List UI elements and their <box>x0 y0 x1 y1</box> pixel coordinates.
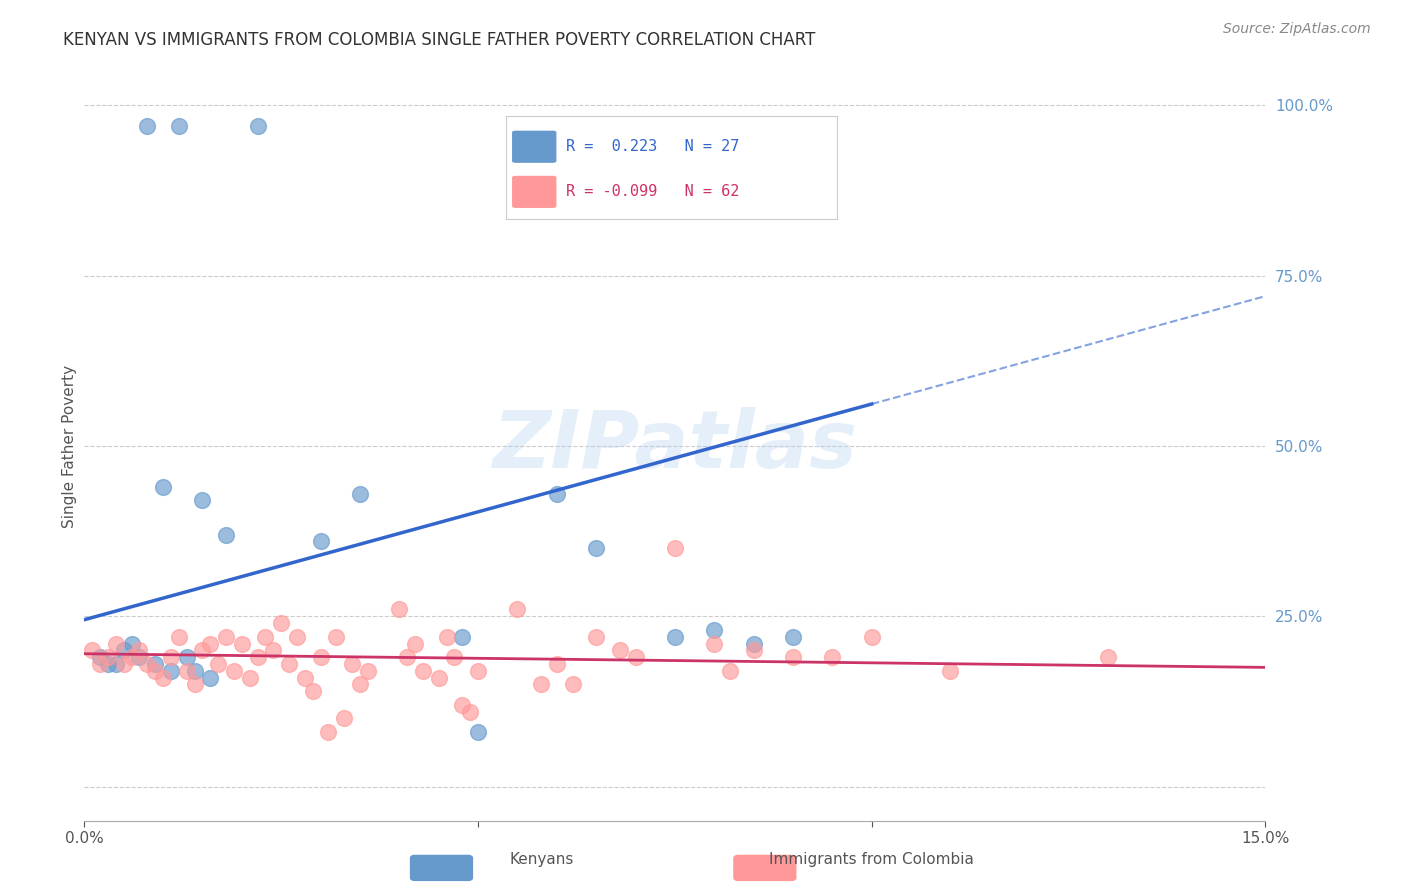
Point <box>939 664 962 678</box>
Point <box>609 643 631 657</box>
Point <box>160 650 183 665</box>
Y-axis label: Single Father Poverty: Single Father Poverty <box>62 365 77 527</box>
Point <box>782 650 804 665</box>
Text: R = -0.099   N = 62: R = -0.099 N = 62 <box>565 185 740 200</box>
Point <box>467 725 489 739</box>
Point <box>262 643 284 657</box>
Point <box>278 657 301 671</box>
Point <box>703 623 725 637</box>
Point <box>349 677 371 691</box>
Text: ZIPatlas: ZIPatlas <box>492 407 858 485</box>
Point <box>443 650 465 665</box>
Point <box>104 657 127 671</box>
FancyBboxPatch shape <box>513 131 555 162</box>
Point <box>167 119 190 133</box>
Point <box>136 657 159 671</box>
Point <box>821 650 844 665</box>
Point <box>97 657 120 671</box>
Point <box>458 705 481 719</box>
Point <box>585 541 607 556</box>
Point <box>121 636 143 650</box>
Point <box>318 725 340 739</box>
Point <box>860 630 883 644</box>
Point <box>427 671 450 685</box>
Point <box>97 650 120 665</box>
Point <box>104 636 127 650</box>
Point <box>89 650 111 665</box>
Point <box>309 534 332 549</box>
Point <box>176 650 198 665</box>
Point <box>112 657 135 671</box>
Point <box>215 630 238 644</box>
Point <box>703 636 725 650</box>
Point <box>222 664 245 678</box>
Point <box>349 486 371 500</box>
Point <box>200 636 222 650</box>
Point <box>176 664 198 678</box>
Point <box>143 664 166 678</box>
Point <box>270 616 292 631</box>
Text: Immigrants from Colombia: Immigrants from Colombia <box>769 852 974 867</box>
Text: Source: ZipAtlas.com: Source: ZipAtlas.com <box>1223 22 1371 37</box>
Point <box>388 602 411 616</box>
Point <box>112 643 135 657</box>
Point <box>585 630 607 644</box>
Point <box>160 664 183 678</box>
Point <box>333 711 356 725</box>
Point <box>325 630 347 644</box>
Point <box>191 493 214 508</box>
Point <box>246 650 269 665</box>
Point <box>254 630 277 644</box>
Point <box>183 677 205 691</box>
Point <box>231 636 253 650</box>
Point <box>467 664 489 678</box>
Point <box>121 650 143 665</box>
Point <box>782 630 804 644</box>
Point <box>246 119 269 133</box>
Point <box>191 643 214 657</box>
Point <box>1097 650 1119 665</box>
Point <box>742 643 765 657</box>
Point <box>718 664 741 678</box>
Text: Kenyans: Kenyans <box>509 852 574 867</box>
Point <box>136 119 159 133</box>
Point <box>215 527 238 541</box>
Point <box>357 664 380 678</box>
Point <box>239 671 262 685</box>
Point <box>664 630 686 644</box>
Point <box>301 684 323 698</box>
Point <box>561 677 583 691</box>
Point <box>664 541 686 556</box>
Point <box>624 650 647 665</box>
Point <box>530 677 553 691</box>
Point <box>143 657 166 671</box>
Point <box>128 643 150 657</box>
Point <box>200 671 222 685</box>
Point <box>506 602 529 616</box>
Point <box>451 630 474 644</box>
Point <box>309 650 332 665</box>
Point <box>412 664 434 678</box>
Point <box>742 636 765 650</box>
Point <box>451 698 474 712</box>
Point <box>89 657 111 671</box>
Text: KENYAN VS IMMIGRANTS FROM COLOMBIA SINGLE FATHER POVERTY CORRELATION CHART: KENYAN VS IMMIGRANTS FROM COLOMBIA SINGL… <box>63 31 815 49</box>
Point <box>340 657 363 671</box>
FancyBboxPatch shape <box>513 177 555 207</box>
Text: R =  0.223   N = 27: R = 0.223 N = 27 <box>565 139 740 154</box>
Point <box>546 486 568 500</box>
Point <box>404 636 426 650</box>
Point <box>128 650 150 665</box>
Point <box>436 630 458 644</box>
Point <box>167 630 190 644</box>
Point <box>183 664 205 678</box>
Point <box>152 671 174 685</box>
Point <box>396 650 419 665</box>
Point <box>294 671 316 685</box>
Point <box>82 643 104 657</box>
Point <box>546 657 568 671</box>
Point <box>152 480 174 494</box>
Point <box>285 630 308 644</box>
Point <box>207 657 229 671</box>
